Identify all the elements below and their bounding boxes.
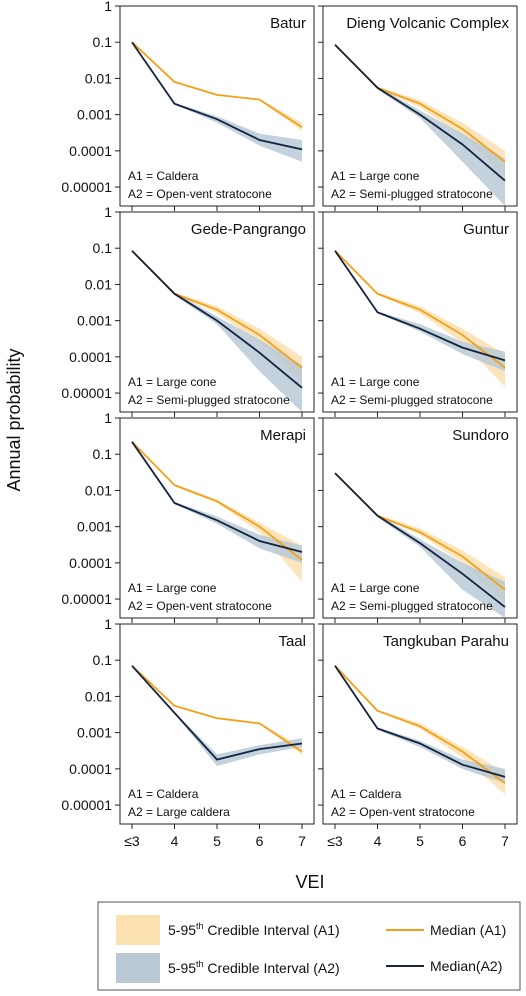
panel-gede-pangrango: 1 0.1 0.01 0.001 0.0001 0.00001 Gede-Pangrango… <box>61 204 315 417</box>
panel-frame <box>119 5 315 207</box>
median-line-a2 <box>131 41 303 151</box>
y-tick-label: 0.01 <box>85 276 112 292</box>
x-tick-label: 5 <box>213 833 221 849</box>
median-line-a2 <box>334 250 506 362</box>
y-tick-label: 0.1 <box>93 240 113 256</box>
median-line-a1 <box>131 665 303 753</box>
y-tick-label: 0.00001 <box>61 385 112 401</box>
x-axis-label: VEI <box>295 872 324 892</box>
panel-title: Gede-Pangrango <box>191 221 306 238</box>
panel-note: A1 = Caldera <box>128 787 199 801</box>
panel-note: A1 = Large cone <box>331 375 420 389</box>
panel-title: Guntur <box>463 221 509 238</box>
panel-title: Sundoro <box>452 427 509 444</box>
panel-title: Merapi <box>260 427 306 444</box>
legend-label-band-a2: 5-95th Credible Interval (A2) <box>168 959 340 976</box>
legend-swatch-band-a1 <box>116 915 160 945</box>
median-line-a2 <box>334 44 506 182</box>
median-line-a2 <box>131 441 303 553</box>
y-tick-label: 0.00001 <box>61 179 112 195</box>
y-tick-label: 0.01 <box>85 482 112 498</box>
y-tick-label: 1 <box>104 0 112 14</box>
x-tick-label: 6 <box>459 833 467 849</box>
panel-batur: 1 0.1 0.01 0.001 0.0001 0.00001 Batur A1 = Cald… <box>61 0 315 211</box>
panel-sundoro: Sundoro A1 = Large cone A2 = Semi-plugged … <box>318 417 518 623</box>
panel-guntur: Guntur A1 = Large cone A2 = Semi-plugged s… <box>318 211 518 417</box>
panel-note: A1 = Caldera <box>128 169 199 183</box>
x-tick-label: 6 <box>256 833 264 849</box>
panel-frame <box>119 623 315 825</box>
y-tick-label: 0.0001 <box>69 761 112 777</box>
median-line-a1 <box>131 41 303 128</box>
panel-note: A2 = Semi-plugged stratocone <box>331 599 493 613</box>
panel-note: A2 = Large caldera <box>128 805 230 819</box>
panel-note: A2 = Open-vent stratocone <box>331 805 475 819</box>
median-line-a2 <box>131 665 303 761</box>
panel-dieng-volcanic-complex: Dieng Volcanic Complex A1 = Large cone A2 … <box>318 5 518 211</box>
x-tick-label: ≤3 <box>327 833 343 849</box>
y-tick-label: 0.001 <box>77 313 112 329</box>
x-tick-label: 5 <box>416 833 424 849</box>
y-axis-label: Annual probability <box>4 348 24 491</box>
y-tick-label: 0.1 <box>93 446 113 462</box>
median-line-a1 <box>131 441 303 561</box>
y-tick-label: 0.0001 <box>69 143 112 159</box>
y-tick-label: 0.1 <box>93 652 113 668</box>
panel-merapi: 1 0.1 0.01 0.001 0.0001 0.00001 Merapi A1 = Lar… <box>61 410 315 623</box>
legend-label-median-a1: Median (A1) <box>430 922 506 938</box>
panel-taal: 1 0.1 0.01 0.001 0.0001 0.00001 Taal A1 = Calde… <box>61 616 315 829</box>
legend-label-median-a2: Median(A2) <box>430 958 502 974</box>
legend-swatch-band-a2 <box>116 953 160 983</box>
y-tick-label: 0.1 <box>93 34 113 50</box>
panel-note: A1 = Large cone <box>331 581 420 595</box>
panel-tangkuban-parahu: Tangkuban Parahu A1 = Caldera A2 = Open-ve… <box>318 623 518 829</box>
panel-note: A2 = Semi-plugged stratocone <box>331 187 493 201</box>
panel-title: Taal <box>278 633 306 650</box>
y-tick-label: 0.00001 <box>61 797 112 813</box>
y-tick-label: 0.0001 <box>69 555 112 571</box>
x-tick-labels: ≤3 4 5 6 7 ≤3 4 5 6 7 <box>124 833 509 849</box>
y-tick-label: 0.01 <box>85 70 112 86</box>
x-tick-label: 4 <box>374 833 382 849</box>
credible-band-a2 <box>132 42 302 162</box>
credible-band-a2 <box>335 473 505 618</box>
panel-note: A1 = Large cone <box>128 375 217 389</box>
y-tick-label: 0.001 <box>77 725 112 741</box>
credible-band-a2 <box>335 250 505 372</box>
panel-grid: 1 0.1 0.01 0.001 0.0001 0.00001 Batur A1 = Cald… <box>61 0 518 829</box>
y-tick-label: 0.001 <box>77 107 112 123</box>
x-tick-label: 7 <box>298 833 306 849</box>
panel-note: A1 = Large cone <box>128 581 217 595</box>
panel-note: A2 = Open-vent stratocone <box>128 187 272 201</box>
legend-frame <box>97 901 521 991</box>
median-line-a1 <box>334 665 506 785</box>
y-tick-label: 0.001 <box>77 519 112 535</box>
y-tick-label: 1 <box>104 410 112 426</box>
legend: 5-95th Credible Interval (A1) 5-95th Cre… <box>97 901 521 991</box>
credible-band-a2 <box>132 441 302 563</box>
panel-title: Batur <box>270 15 306 32</box>
x-tick-label: 7 <box>501 833 509 849</box>
panel-title: Tangkuban Parahu <box>383 633 509 650</box>
panel-note: A1 = Large cone <box>331 169 420 183</box>
y-tick-label: 0.01 <box>85 688 112 704</box>
panel-title: Dieng Volcanic Complex <box>346 15 509 32</box>
panel-note: A1 = Caldera <box>331 787 402 801</box>
x-tick-label: ≤3 <box>124 833 140 849</box>
median-line-a2 <box>334 665 506 778</box>
legend-label-band-a1: 5-95th Credible Interval (A1) <box>168 921 340 938</box>
y-tick-label: 0.0001 <box>69 349 112 365</box>
panel-note: A2 = Open-vent stratocone <box>128 599 272 613</box>
median-line-a1 <box>334 250 506 369</box>
panel-note: A2 = Semi-plugged stratocone <box>331 393 493 407</box>
median-line-a2 <box>131 250 303 389</box>
x-tick-label: 4 <box>171 833 179 849</box>
median-line-a2 <box>334 472 506 608</box>
y-tick-label: 1 <box>104 204 112 220</box>
panel-note: A2 = Semi-plugged stratocone <box>128 393 290 407</box>
y-tick-label: 0.00001 <box>61 591 112 607</box>
y-tick-label: 1 <box>104 616 112 632</box>
